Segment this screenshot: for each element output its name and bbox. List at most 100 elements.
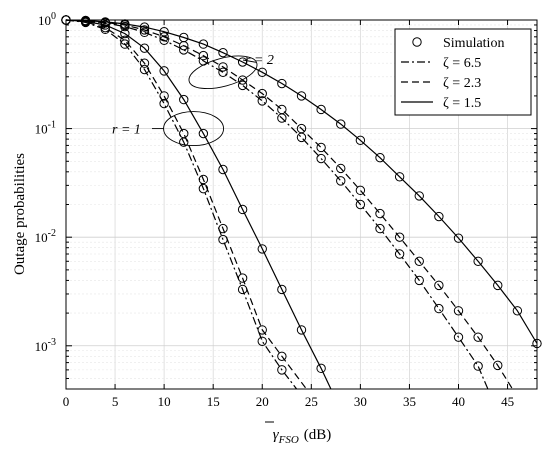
simulation-marker [120, 39, 130, 49]
simulation-marker [139, 22, 150, 32]
simulation-marker [355, 185, 366, 196]
simulation-marker [198, 50, 209, 61]
simulation-marker [375, 152, 385, 163]
legend: Simulation ζ = 6.5 ζ = 2.3 ζ = 1.5 [394, 28, 532, 116]
simulation-marker [316, 363, 326, 374]
simulation-marker [100, 17, 110, 27]
series-line-dashdot [65, 19, 298, 390]
y-axis-title: Outage probabilities [12, 153, 28, 275]
simulation-marker [453, 233, 464, 243]
x-tick-label: 30 [354, 394, 367, 409]
simulation-marker [414, 191, 424, 201]
simulation-marker [237, 273, 248, 283]
simulation-marker [237, 204, 248, 215]
simulation-marker [257, 336, 267, 346]
simulation-marker [336, 176, 346, 186]
simulation-marker [355, 199, 366, 210]
simulation-marker [218, 223, 228, 234]
legend-label: ζ = 2.3 [443, 76, 481, 91]
simulation-marker [473, 361, 483, 371]
simulation-marker [159, 27, 169, 37]
legend-marker [412, 37, 422, 47]
simulation-marker [218, 47, 228, 58]
simulation-marker [434, 303, 444, 314]
y-tick-base: 10 [35, 122, 48, 137]
annotation-leader [242, 59, 257, 63]
simulation-marker [473, 256, 483, 266]
simulation-marker [237, 80, 248, 91]
x-tick-label: 5 [112, 394, 119, 409]
simulation-marker [159, 98, 169, 109]
series-lines [65, 19, 538, 390]
simulation-marker [139, 27, 150, 38]
axes [65, 19, 538, 390]
simulation-marker [375, 223, 385, 234]
y-tick-base: 10 [35, 230, 48, 245]
x-tick-label: 35 [403, 394, 416, 409]
simulation-marker [277, 284, 287, 295]
x-axis-title: γFSO (dB) [273, 427, 332, 446]
simulation-marker [473, 332, 483, 342]
legend-label: ζ = 1.5 [443, 96, 481, 111]
simulation-marker [394, 249, 405, 259]
simulation-marker [296, 91, 307, 101]
simulation-marker [277, 104, 287, 115]
x-tick-label: 15 [207, 394, 220, 409]
x-tick-label: 20 [256, 394, 269, 409]
simulation-markers [61, 15, 542, 375]
x-tick-label: 0 [63, 394, 70, 409]
simulation-marker [414, 256, 424, 266]
series-line-solid [65, 19, 332, 390]
x-axis-symbol: γ [273, 427, 280, 443]
simulation-marker [198, 39, 209, 49]
simulation-marker [336, 119, 346, 129]
simulation-marker [179, 128, 189, 139]
simulation-marker [237, 57, 248, 67]
y-tick-exponent: -2 [48, 228, 56, 239]
y-tick-base: 10 [35, 339, 48, 354]
simulation-marker [277, 78, 287, 89]
y-tick-exponent: -1 [48, 120, 56, 131]
simulation-marker [296, 123, 307, 134]
simulation-marker [277, 365, 287, 375]
simulation-marker [257, 244, 267, 254]
x-tick-label: 25 [305, 394, 318, 409]
simulation-marker [179, 94, 189, 105]
legend-box [394, 28, 532, 116]
simulation-marker [394, 172, 405, 182]
x-axis-unit: (dB) [304, 427, 332, 443]
simulation-marker [159, 32, 169, 42]
x-tick-label: 40 [452, 394, 465, 409]
legend-label: ζ = 6.5 [443, 56, 481, 71]
simulation-marker [257, 325, 267, 335]
simulation-marker [218, 164, 228, 175]
simulation-marker [179, 45, 189, 55]
series-line-dashdot [65, 19, 489, 390]
simulation-marker [237, 75, 248, 85]
x-tick-label: 45 [501, 394, 514, 409]
simulation-marker [218, 62, 228, 72]
simulation-marker [316, 153, 326, 164]
simulation-marker [159, 66, 169, 76]
annotation-label: r = 2 [245, 53, 274, 68]
simulation-marker [336, 163, 346, 174]
y-tick-base: 10 [38, 13, 51, 28]
series-line-dashed [65, 19, 307, 390]
simulation-marker [316, 142, 326, 153]
simulation-marker [179, 32, 189, 43]
simulation-marker [394, 232, 405, 242]
y-tick-exponent: -3 [48, 337, 56, 348]
simulation-marker [218, 234, 228, 245]
y-tick-label: 100 [38, 11, 56, 28]
simulation-marker [453, 332, 464, 342]
simulation-marker [277, 351, 287, 362]
simulation-marker [139, 25, 150, 35]
simulation-marker [120, 35, 130, 46]
simulation-marker [493, 280, 503, 291]
simulation-marker [198, 174, 209, 185]
simulation-marker [237, 284, 248, 295]
annotations: r = 1 r = 2 [112, 53, 274, 147]
simulation-marker [453, 306, 464, 316]
simulation-marker [159, 91, 169, 101]
